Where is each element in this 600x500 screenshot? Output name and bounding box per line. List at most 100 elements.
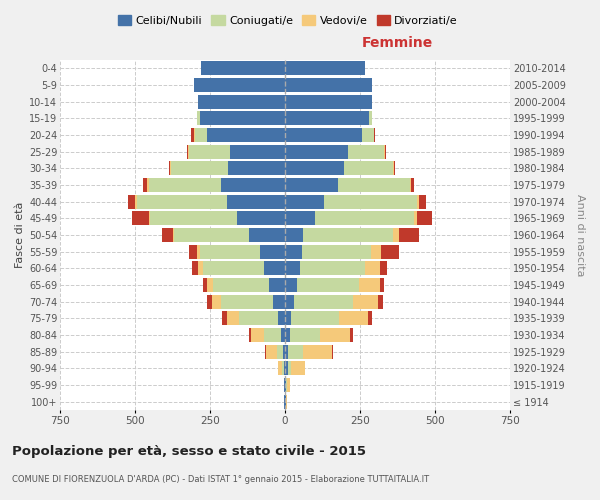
Bar xyxy=(269,278,285,292)
Bar xyxy=(285,294,294,308)
Bar xyxy=(222,311,227,326)
Bar xyxy=(287,378,290,392)
Bar xyxy=(282,361,284,376)
Bar xyxy=(266,344,277,359)
Bar xyxy=(251,328,264,342)
Bar xyxy=(380,261,387,276)
Bar xyxy=(189,244,197,259)
Bar xyxy=(197,244,199,259)
Bar xyxy=(221,178,285,192)
Bar xyxy=(414,211,417,226)
Bar xyxy=(393,162,394,175)
Bar xyxy=(213,278,269,292)
Bar xyxy=(273,294,285,308)
Bar xyxy=(277,311,285,326)
Text: COMUNE DI FIORENZUOLA D'ARDA (PC) - Dati ISTAT 1° gennaio 2015 - Elaborazione TU: COMUNE DI FIORENZUOLA D'ARDA (PC) - Dati… xyxy=(12,475,429,484)
Bar xyxy=(285,378,286,392)
Bar xyxy=(285,211,315,226)
Bar xyxy=(195,128,207,142)
Bar xyxy=(291,361,305,376)
Bar xyxy=(359,278,380,292)
Bar xyxy=(300,261,365,276)
Text: Femmine: Femmine xyxy=(362,36,433,50)
Bar xyxy=(380,278,384,292)
Bar xyxy=(290,328,320,342)
Bar xyxy=(349,328,353,342)
Bar xyxy=(237,211,285,226)
Bar xyxy=(132,211,149,226)
Bar xyxy=(227,311,239,326)
Bar xyxy=(193,78,285,92)
Bar xyxy=(277,361,282,376)
Bar xyxy=(302,244,371,259)
Bar xyxy=(285,328,290,342)
Bar xyxy=(285,261,300,276)
Bar xyxy=(169,162,170,175)
Bar xyxy=(285,244,302,259)
Bar xyxy=(378,294,383,308)
Bar xyxy=(343,162,393,175)
Bar xyxy=(212,294,221,308)
Bar xyxy=(367,311,372,326)
Bar xyxy=(264,328,281,342)
Bar xyxy=(128,194,135,209)
Bar xyxy=(331,344,333,359)
Bar xyxy=(198,261,203,276)
Bar xyxy=(297,278,359,292)
Bar xyxy=(285,128,361,142)
Bar xyxy=(149,178,221,192)
Bar xyxy=(203,261,264,276)
Bar xyxy=(371,244,381,259)
Bar xyxy=(135,194,137,209)
Bar xyxy=(285,194,324,209)
Bar xyxy=(353,294,378,308)
Legend: Celibi/Nubili, Coniugati/e, Vedovi/e, Divorziati/e: Celibi/Nubili, Coniugati/e, Vedovi/e, Di… xyxy=(113,10,463,30)
Bar xyxy=(281,328,285,342)
Bar xyxy=(227,194,285,209)
Bar xyxy=(303,228,393,242)
Bar xyxy=(399,228,419,242)
Bar xyxy=(417,194,419,209)
Bar xyxy=(417,211,432,226)
Bar xyxy=(239,311,277,326)
Bar xyxy=(339,311,367,326)
Bar xyxy=(221,294,273,308)
Bar xyxy=(320,328,349,342)
Bar xyxy=(189,144,229,159)
Bar xyxy=(381,244,399,259)
Bar xyxy=(203,278,207,292)
Bar xyxy=(207,294,212,308)
Bar xyxy=(285,228,303,242)
Bar xyxy=(260,244,285,259)
Bar xyxy=(285,278,297,292)
Bar xyxy=(285,144,348,159)
Bar xyxy=(283,344,285,359)
Bar xyxy=(207,278,213,292)
Bar xyxy=(303,344,331,359)
Bar xyxy=(149,211,150,226)
Bar xyxy=(285,361,288,376)
Bar xyxy=(197,112,199,126)
Bar xyxy=(285,311,291,326)
Bar xyxy=(284,394,285,409)
Bar xyxy=(228,162,285,175)
Bar xyxy=(201,62,285,76)
Bar xyxy=(315,211,414,226)
Bar xyxy=(143,178,147,192)
Bar xyxy=(284,378,285,392)
Bar xyxy=(150,211,237,226)
Bar xyxy=(324,194,417,209)
Bar xyxy=(385,144,386,159)
Bar xyxy=(192,261,198,276)
Bar xyxy=(191,128,194,142)
Bar xyxy=(394,162,395,175)
Bar xyxy=(170,162,171,175)
Bar xyxy=(411,178,414,192)
Bar xyxy=(249,328,251,342)
Bar xyxy=(265,344,266,359)
Bar xyxy=(291,311,339,326)
Bar xyxy=(174,228,249,242)
Bar xyxy=(285,162,343,175)
Bar xyxy=(285,112,369,126)
Bar xyxy=(285,78,372,92)
